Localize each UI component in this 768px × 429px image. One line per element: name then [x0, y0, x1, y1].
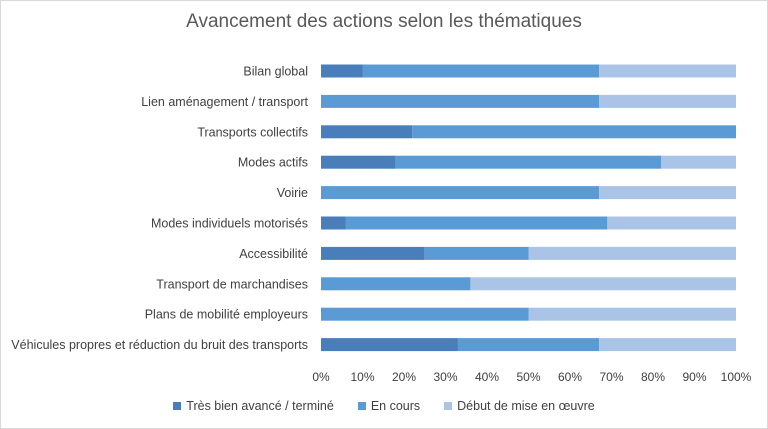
- category-label: Accessibilité: [239, 247, 308, 261]
- bar-segment: [599, 338, 736, 352]
- legend-label: Début de mise en œuvre: [457, 399, 595, 413]
- category-label: Transports collectifs: [197, 125, 308, 139]
- legend-swatch: [173, 402, 182, 410]
- x-tick-label: 20%: [392, 370, 416, 384]
- legend-swatch: [357, 402, 366, 410]
- chart-title: Avancement des actions selon les thémati…: [186, 11, 582, 32]
- bar-segment: [321, 307, 529, 321]
- x-tick-label: 60%: [558, 370, 582, 384]
- legend-item: En cours: [357, 399, 421, 413]
- bar-segment: [528, 246, 736, 260]
- bar-segment: [395, 155, 662, 169]
- x-tick-label: 80%: [641, 370, 665, 384]
- legend-swatch: [444, 402, 453, 410]
- legend-item: Début de mise en œuvre: [444, 399, 595, 413]
- bar-segment: [599, 94, 736, 108]
- bar-segment: [457, 338, 600, 352]
- bar-segment: [412, 125, 736, 139]
- bar-segment: [470, 277, 736, 291]
- bar-segment: [321, 94, 600, 108]
- bar-segment: [345, 216, 608, 230]
- x-tick-label: 40%: [475, 370, 499, 384]
- bar-segment: [321, 155, 396, 169]
- bar-segment: [528, 307, 736, 321]
- category-label: Lien aménagement / transport: [141, 95, 308, 109]
- bar-segment: [362, 64, 600, 78]
- bar-segment: [321, 186, 600, 200]
- category-label: Transport de marchandises: [156, 277, 308, 291]
- category-label: Modes actifs: [238, 156, 308, 170]
- bar-segment: [599, 186, 736, 200]
- bar-segment: [607, 216, 736, 230]
- bar-segment: [321, 338, 458, 352]
- category-label: Véhicules propres et réduction du bruit …: [11, 338, 308, 352]
- bar-segment: [661, 155, 736, 169]
- legend-label: En cours: [370, 399, 421, 413]
- category-label: Plans de mobilité employeurs: [145, 308, 308, 322]
- category-label: Bilan global: [243, 65, 308, 79]
- x-tick-label: 70%: [599, 370, 623, 384]
- bar-segment: [321, 64, 363, 78]
- category-label: Voirie: [277, 186, 308, 200]
- legend-label: Très bien avancé / terminé: [186, 399, 334, 413]
- x-tick-label: 30%: [433, 370, 457, 384]
- chart-legend: Très bien avancé / terminé En cours Début …: [1, 399, 767, 413]
- x-tick-label: 10%: [350, 370, 374, 384]
- bar-segment: [321, 216, 346, 230]
- bar-segment: [321, 125, 413, 139]
- bar-segment: [424, 246, 529, 260]
- x-tick-label: 50%: [516, 370, 540, 384]
- bar-segment: [599, 64, 736, 78]
- bar-segment: [321, 277, 471, 291]
- x-tick-label: 90%: [682, 370, 706, 384]
- legend-item: Très bien avancé / terminé: [173, 399, 334, 413]
- x-tick-label: 0%: [312, 370, 330, 384]
- category-label: Modes individuels motorisés: [151, 217, 308, 231]
- x-tick-label: 100%: [721, 370, 752, 384]
- bar-segment: [321, 246, 425, 260]
